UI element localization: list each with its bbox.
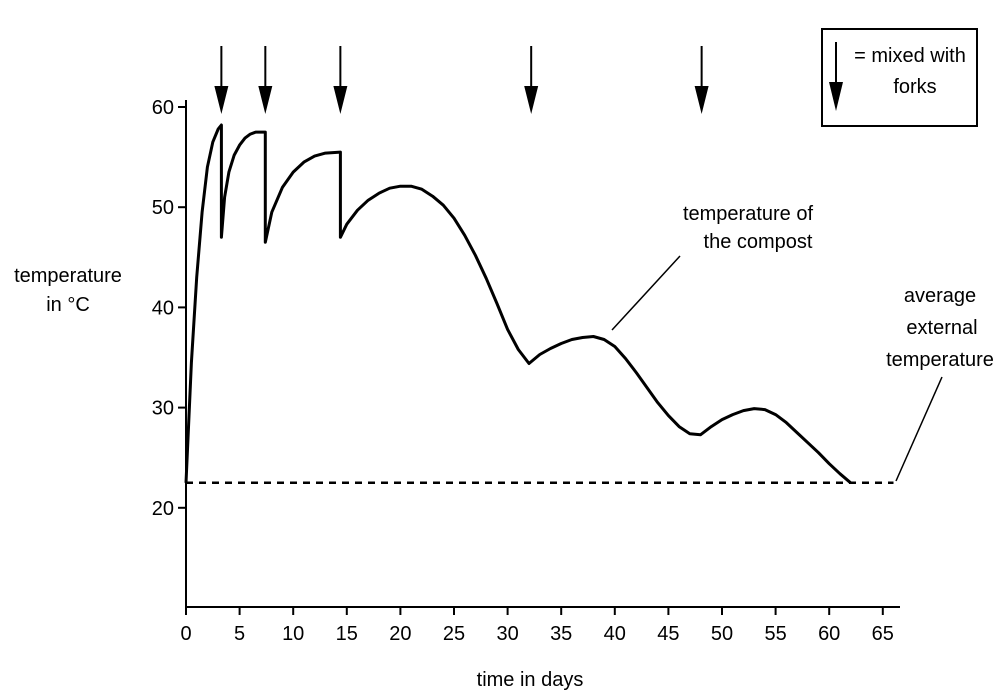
legend: = mixed with forks xyxy=(821,28,978,127)
legend-box xyxy=(821,28,978,127)
external-annotation-line1: average xyxy=(904,285,976,307)
x-tick-label: 20 xyxy=(389,623,411,645)
x-tick-label: 55 xyxy=(764,623,786,645)
mixing-arrows xyxy=(214,46,709,114)
legend-label-line2: forks xyxy=(893,76,936,98)
legend-arrow-icon xyxy=(829,82,843,111)
x-tick-label: 35 xyxy=(550,623,572,645)
external-annotation: average external temperature xyxy=(886,285,994,482)
x-tick-label: 15 xyxy=(336,623,358,645)
compost-annotation: temperature of the compost xyxy=(611,203,814,331)
x-tick-label: 40 xyxy=(604,623,626,645)
compost-leader-line xyxy=(611,255,681,331)
x-tick-label: 65 xyxy=(872,623,894,645)
x-tick-label: 5 xyxy=(234,623,245,645)
compost-annotation-line1: temperature of xyxy=(683,203,814,225)
y-axis-title-line2: in °C xyxy=(46,294,90,316)
x-axis-title: time in days xyxy=(477,669,584,691)
legend-label-line1: = mixed with xyxy=(854,45,966,67)
down-arrow-icon xyxy=(214,86,229,114)
series-group xyxy=(184,123,894,485)
compost-temperature-line xyxy=(184,123,852,484)
ticks: 0 5 10 15 20 25 30 35 40 45 50 55 60 65 20 30 40 50 60 xyxy=(152,97,894,645)
x-tick-label: 50 xyxy=(711,623,733,645)
down-arrow-icon xyxy=(694,86,709,114)
x-tick-label: 30 xyxy=(496,623,518,645)
y-tick-label: 30 xyxy=(152,398,174,420)
y-tick-label: 60 xyxy=(152,97,174,119)
compost-annotation-line2: the compost xyxy=(704,231,813,253)
external-annotation-line2: external xyxy=(906,317,977,339)
x-tick-label: 0 xyxy=(180,623,191,645)
x-tick-label: 60 xyxy=(818,623,840,645)
axes xyxy=(185,100,900,608)
down-arrow-icon xyxy=(333,86,348,114)
x-tick-label: 25 xyxy=(443,623,465,645)
y-tick-label: 20 xyxy=(152,498,174,520)
y-axis-title-line1: temperature xyxy=(14,265,122,287)
down-arrow-icon xyxy=(258,86,273,114)
x-tick-label: 45 xyxy=(657,623,679,645)
x-tick-label: 10 xyxy=(282,623,304,645)
y-tick-label: 50 xyxy=(152,197,174,219)
y-tick-label: 40 xyxy=(152,297,174,319)
down-arrow-icon xyxy=(524,86,539,114)
external-annotation-line3: temperature xyxy=(886,349,994,371)
external-leader-line xyxy=(895,376,943,482)
